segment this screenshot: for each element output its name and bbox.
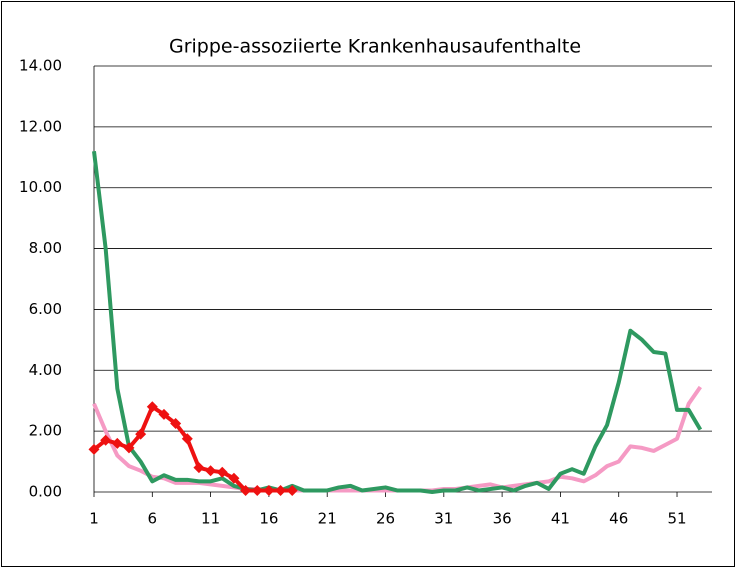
y-tick-label: 12.00 [19, 117, 62, 135]
x-tick-label: 1 [89, 510, 99, 528]
marker [205, 465, 217, 477]
x-tick-label: 46 [609, 510, 628, 528]
marker [275, 484, 287, 496]
marker [88, 443, 100, 455]
marker [263, 484, 275, 496]
y-tick-label: 8.00 [29, 239, 62, 257]
x-tick-label: 51 [667, 510, 686, 528]
y-tick-label: 10.00 [19, 178, 62, 196]
x-tick-label: 16 [259, 510, 278, 528]
x-tick-label: 31 [434, 510, 453, 528]
series-line [92, 150, 703, 494]
marker [158, 408, 170, 420]
marker [240, 484, 252, 496]
y-tick-label: 2.00 [29, 422, 62, 440]
marker [123, 442, 135, 454]
marker [170, 418, 182, 430]
marker [193, 462, 205, 474]
chart-title: Grippe-assoziierte Krankenhausaufenthalt… [169, 36, 581, 58]
marker [251, 484, 263, 496]
x-tick-label: 6 [148, 510, 158, 528]
y-tick-label: 4.00 [29, 361, 62, 379]
y-tick-label: 0.00 [29, 483, 62, 501]
y-tick-label: 14.00 [19, 57, 62, 75]
x-tick-label: 21 [318, 510, 337, 528]
marker [216, 466, 228, 478]
marker [100, 434, 112, 446]
x-tick-label: 41 [551, 510, 570, 528]
x-tick-label: 36 [493, 510, 512, 528]
x-tick-label: 26 [376, 510, 395, 528]
x-tick-label: 11 [201, 510, 220, 528]
marker [228, 472, 240, 484]
marker [146, 401, 158, 413]
marker [135, 428, 147, 440]
marker [286, 484, 298, 496]
marker [111, 437, 123, 449]
marker [181, 433, 193, 445]
y-tick-label: 6.00 [29, 300, 62, 318]
